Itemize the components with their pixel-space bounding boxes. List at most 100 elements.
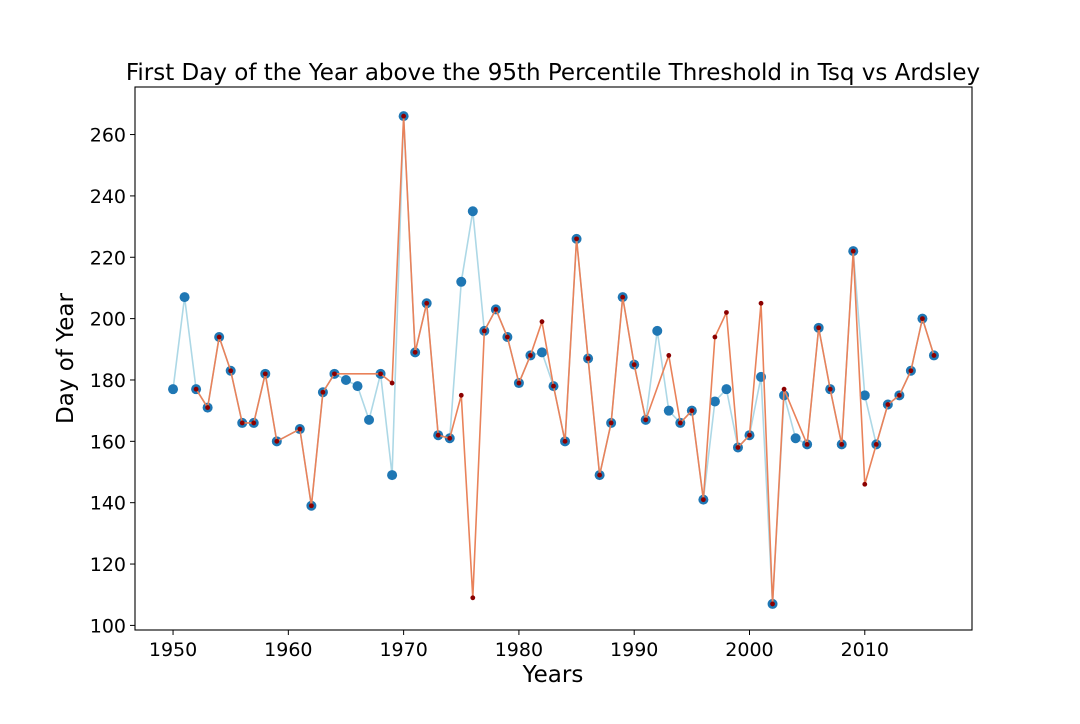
axes-layer: 1950 1960 1970 1980 1990 2000 2010 100 120 140 160… (90, 125, 889, 661)
series-1-point (735, 445, 741, 450)
series-1-point (470, 595, 476, 601)
series-1-point (228, 368, 234, 374)
series-0-point (340, 374, 351, 385)
series-0-point (387, 470, 398, 481)
series-1-point (539, 319, 545, 325)
series-1-point (481, 328, 487, 334)
series-1-point (631, 362, 637, 368)
series-1-point (332, 371, 337, 377)
series-1-point (574, 236, 579, 242)
series-0-point (352, 381, 363, 392)
y-tick-label: 240 (90, 186, 126, 208)
series-0-point (721, 384, 732, 395)
series-1-point (251, 420, 257, 426)
series-1-point (758, 300, 764, 306)
series-0-point (456, 276, 467, 287)
series-0-point (467, 206, 478, 217)
series-1-point (504, 334, 510, 340)
series-1-point (827, 386, 833, 392)
series-1-point (193, 386, 199, 392)
series-1-point (896, 392, 902, 398)
series-1-point (412, 349, 418, 355)
series-0-point (168, 384, 179, 395)
series-1-point (908, 368, 914, 374)
series-1-point (620, 294, 626, 300)
y-tick-label: 120 (90, 554, 126, 576)
plot-frame (134, 86, 973, 631)
series-1-point (643, 417, 649, 423)
series-1-point (447, 435, 453, 441)
series-1 (193, 113, 937, 607)
series-1-point (804, 441, 810, 447)
series-1-point (308, 503, 314, 509)
series-1-point (401, 113, 407, 119)
series-0-line (172, 115, 935, 605)
x-tick-label: 1950 (149, 639, 197, 661)
series-1-point (274, 438, 280, 444)
series-1-point (597, 472, 603, 478)
series-1-point (931, 353, 937, 358)
series-1-point (424, 300, 430, 306)
series-1-point (389, 380, 395, 386)
series-1-point (458, 392, 464, 398)
series-1-point (551, 383, 556, 389)
series-1-point (885, 402, 891, 407)
x-tick-label: 1990 (610, 639, 658, 661)
series-1-point (262, 371, 268, 377)
series-1-point (435, 432, 441, 438)
series-1-point (862, 481, 868, 487)
series-1-point (216, 334, 222, 340)
series-1-point (666, 353, 672, 358)
series-1-point (747, 432, 752, 438)
series-1-point (516, 380, 522, 386)
series-1-line (195, 115, 935, 605)
series-1-point (816, 325, 822, 331)
series-1-point (562, 438, 568, 444)
series-1-point (724, 310, 729, 315)
series-0-point (709, 396, 720, 407)
plot-layer (168, 111, 939, 609)
y-axis-label: Day of Year (53, 293, 79, 424)
y-tick-label: 100 (90, 615, 126, 637)
series-1-point (528, 353, 533, 358)
series-1-point (677, 420, 683, 426)
series-1-point (608, 420, 614, 426)
y-tick-label: 160 (90, 431, 126, 453)
series-1-point (378, 371, 383, 377)
series-0-point (652, 325, 663, 336)
x-axis-label: Years (522, 662, 584, 688)
series-0-point (663, 405, 674, 416)
series-0-point (536, 347, 547, 358)
series-1-point (689, 408, 695, 414)
series-0-point (179, 292, 190, 303)
x-tick-label: 1970 (379, 639, 427, 661)
series-0-point (364, 414, 375, 425)
series-0-point (859, 390, 870, 401)
series-1-point (320, 389, 326, 395)
series-1-point (781, 386, 787, 392)
y-tick-label: 180 (90, 370, 126, 392)
series-1-point (920, 316, 925, 322)
series-1-point (770, 601, 775, 607)
y-tick-label: 260 (90, 125, 126, 147)
x-tick-label: 2010 (841, 639, 889, 661)
x-tick-label: 2000 (725, 639, 773, 661)
chart-title: First Day of the Year above the 95th Per… (126, 60, 980, 86)
x-tick-label: 1980 (495, 639, 543, 661)
series-1-point (297, 426, 303, 432)
series-0-point (790, 433, 801, 444)
series-1-point (239, 420, 245, 426)
y-tick-label: 140 (90, 493, 126, 515)
x-tick-label: 1960 (264, 639, 312, 661)
series-1-point (873, 441, 879, 447)
y-tick-label: 200 (90, 309, 126, 331)
series-1-point (839, 441, 845, 447)
series-1-point (850, 248, 856, 254)
series-0 (168, 111, 939, 609)
series-1-point (585, 356, 591, 361)
series-1-point (712, 334, 718, 340)
series-1-point (700, 497, 706, 503)
y-tick-label: 220 (90, 247, 126, 269)
